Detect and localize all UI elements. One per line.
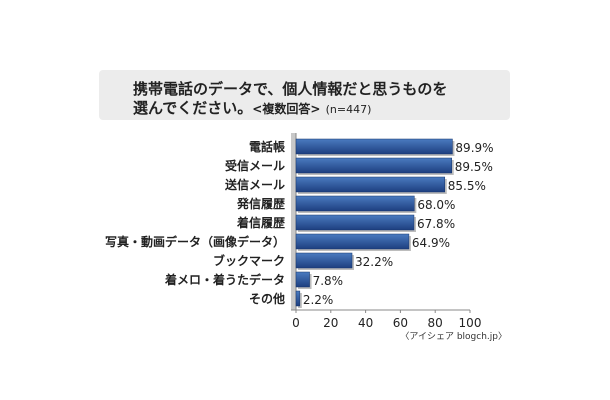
category-label: 電話帳 [249, 139, 285, 154]
source-credit: 〈アイシェア blogch.jp〉 [400, 332, 507, 342]
value-label: 2.2% [303, 293, 334, 307]
category-label: 着メロ・着うたデータ [164, 272, 285, 287]
value-label: 64.9% [412, 236, 450, 250]
bar [295, 138, 453, 155]
x-tick-label: 0 [292, 316, 300, 330]
bar [295, 176, 446, 193]
category-label: 発信履歴 [236, 196, 285, 211]
sample-size: (n=447) [325, 103, 372, 116]
value-label: 7.8% [313, 274, 344, 288]
category-label: その他 [249, 291, 285, 306]
value-label: 68.0% [417, 198, 455, 212]
category-label: ブックマーク [213, 253, 285, 268]
bar [295, 290, 301, 307]
value-label: 32.2% [355, 255, 393, 269]
chart-title-line2-text: 選んでください。 [133, 99, 253, 117]
category-label: 送信メール [224, 177, 285, 192]
axis-wall [291, 133, 296, 310]
value-label: 89.5% [455, 160, 493, 174]
bar [295, 214, 415, 231]
title-panel [99, 70, 510, 120]
bar [295, 233, 410, 250]
category-label: 受信メール [225, 158, 285, 173]
bar [295, 195, 415, 212]
category-label: 写真・動画データ（画像データ） [105, 234, 285, 249]
bar [295, 157, 452, 174]
x-tick-label: 100 [459, 316, 482, 330]
chart-subtitle: <複数回答> [252, 102, 321, 116]
value-label: 85.5% [448, 179, 486, 193]
value-label: 89.9% [455, 141, 493, 155]
category-label: 着信履歴 [236, 215, 285, 230]
x-tick-label: 80 [428, 316, 443, 330]
x-tick-label: 60 [393, 316, 408, 330]
chart-title-line2: 選んでください。<複数回答> (n=447) [133, 97, 371, 118]
value-label: 67.8% [417, 217, 455, 231]
chart-title-line1: 携帯電話のデータで、個人情報だと思うものを [133, 80, 448, 98]
x-tick-label: 40 [358, 316, 373, 330]
x-tick-label: 20 [323, 316, 338, 330]
bar [295, 271, 310, 288]
bar [295, 252, 353, 269]
